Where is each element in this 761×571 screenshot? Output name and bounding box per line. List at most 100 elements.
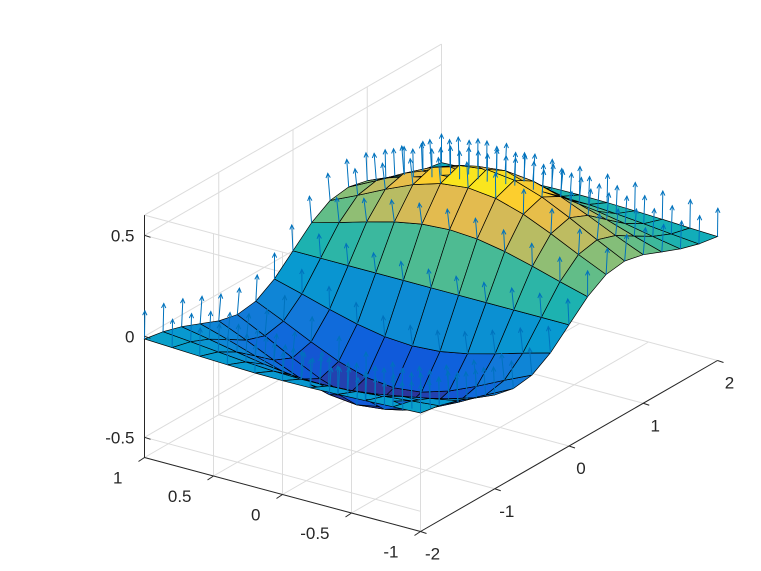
normal-vector-head [401,145,407,152]
normal-vector-head [438,146,444,153]
normal-vector [428,380,432,409]
normal-vector-head [660,189,666,196]
normal-vector-head [435,329,441,336]
normal-vector [292,331,296,358]
y-tick-label: -1 [383,543,398,562]
normal-vector [291,224,294,251]
normal-vector-head [399,367,406,374]
normal-vector [337,367,341,395]
normal-vector [390,199,395,222]
normal-vector [319,356,322,384]
normal-vector [605,248,608,275]
normal-vector-head [380,314,387,321]
normal-vector [643,195,646,224]
normal-vector [226,336,229,365]
normal-vector-head [429,147,435,154]
x-tick-label: -2 [425,545,440,564]
normal-vector [199,327,201,357]
normal-vector-head [565,297,571,304]
normal-vector-head [381,380,388,387]
normal-vector [208,311,212,340]
normal-vector [384,149,387,178]
normal-vector-head [491,365,497,372]
normal-vector-head [471,359,477,366]
normal-vector-head [372,365,378,372]
grid-line [351,341,649,514]
normal-vector [190,313,193,342]
normal-vector-head [161,302,167,309]
normal-vector-head [687,198,693,205]
normal-vector-head [346,366,352,373]
normal-vector-head [568,172,574,178]
normal-vector-head [345,361,351,368]
normal-vector [465,371,468,400]
normal-vector-head [188,312,195,319]
normal-vector [355,302,358,325]
normal-vector-head [512,157,519,163]
normal-vector-head [299,268,305,275]
normal-vector [464,331,469,354]
normal-vector [328,367,332,395]
normal-vector-head [334,196,340,203]
normal-vector-head [537,292,543,299]
x-tick [717,360,724,363]
normal-vector-head [371,152,378,159]
normal-vector [661,224,665,252]
normal-vector-head [540,163,547,170]
normal-vector [539,293,542,318]
normal-vector [327,173,331,201]
normal-vector-head [512,151,519,158]
normal-vector-head [549,158,555,165]
y-tick [414,531,421,536]
normal-vector [466,162,469,188]
normal-vector [162,303,165,332]
normal-vector [511,287,515,311]
normal-vector-head [344,158,350,165]
normal-vector [578,177,582,205]
normal-vector-head [216,322,222,329]
normal-vector [254,329,259,357]
normal-vector [345,243,349,266]
normal-vector-head [254,273,260,280]
normal-vector-head [596,182,602,189]
normal-vector-head [715,207,721,214]
normal-vector-head [529,242,535,249]
normal-vector-head [398,260,405,267]
normal-vector-head [521,188,527,195]
normal-vector [670,205,673,234]
normal-vector [437,157,442,184]
normal-vectors [142,133,721,414]
normal-vector-head [490,329,496,336]
normal-vector-head [531,153,538,160]
normal-vector-head [326,285,332,292]
normal-vector [282,295,286,322]
normal-vector-head [501,228,507,235]
normal-vector-head [475,149,481,156]
z-tick [144,335,151,339]
normal-vector [652,208,655,237]
normal-vector [319,351,323,379]
x-tick [494,488,501,492]
normal-vector-head [481,281,487,288]
grid-line [144,436,421,512]
normal-vector [606,192,610,220]
normal-vector [587,189,592,216]
normal-vector-head [577,165,583,172]
x-tick-label: 1 [651,416,660,435]
normal-vector-head [466,139,472,146]
normal-vector [263,337,267,365]
normal-vector-head [420,140,426,147]
normal-vector [492,367,496,395]
normal-vector-head [169,318,176,325]
normal-vector-head [445,369,451,376]
normal-vector-head [472,368,479,375]
normal-vector-head [660,223,666,230]
normal-vector-head [492,171,499,178]
tick-labels: -2 -1 0 1 2 -1 -0.5 0 0.5 1 -0.5 0 0.5 [105,226,734,563]
z-tick-label: 0.5 [111,226,135,245]
normal-vector-head [462,330,468,337]
normal-vector [588,176,591,205]
normal-vector-head [584,269,591,276]
grid-line [144,63,442,236]
x-tick-label: -1 [499,502,514,521]
